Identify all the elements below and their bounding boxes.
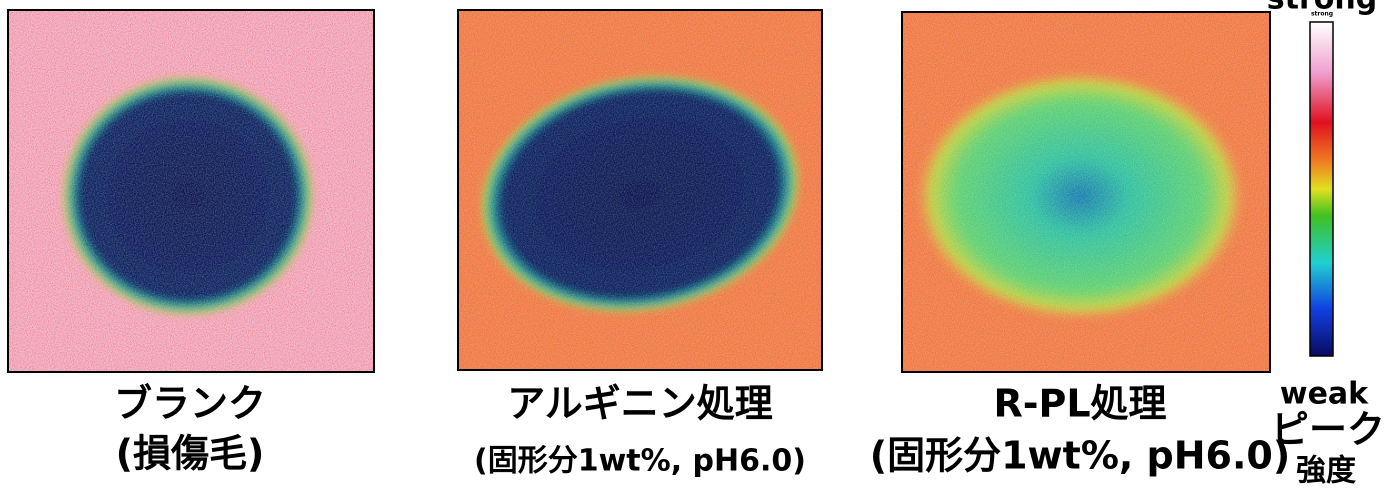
colorbar-top-label: strong — [1267, 0, 1377, 17]
colorbar — [1309, 21, 1334, 357]
panel-subtitle: (損傷毛) — [116, 432, 265, 476]
colorbar-title: ピーク — [1271, 408, 1385, 452]
image-arginine — [458, 10, 822, 370]
panel-subtitle: (固形分1wt%, pH6.0) — [870, 434, 1291, 478]
panel-title: ブランク — [114, 382, 266, 426]
image-rpl — [902, 12, 1270, 372]
panel-title: アルギニン処理 — [507, 382, 773, 426]
image-frame — [901, 11, 1271, 373]
panel-title: R-PL処理 — [993, 382, 1166, 426]
colorbar-top-small-label: strong — [1311, 11, 1333, 18]
panel-subtitle: (固形分1wt%, pH6.0) — [474, 444, 806, 479]
image-frame — [457, 9, 823, 371]
image-blank — [8, 10, 374, 372]
image-frame — [7, 9, 375, 373]
colorbar-title: 強度 — [1296, 454, 1356, 489]
colorbar-bottom-label: weak — [1280, 377, 1369, 412]
